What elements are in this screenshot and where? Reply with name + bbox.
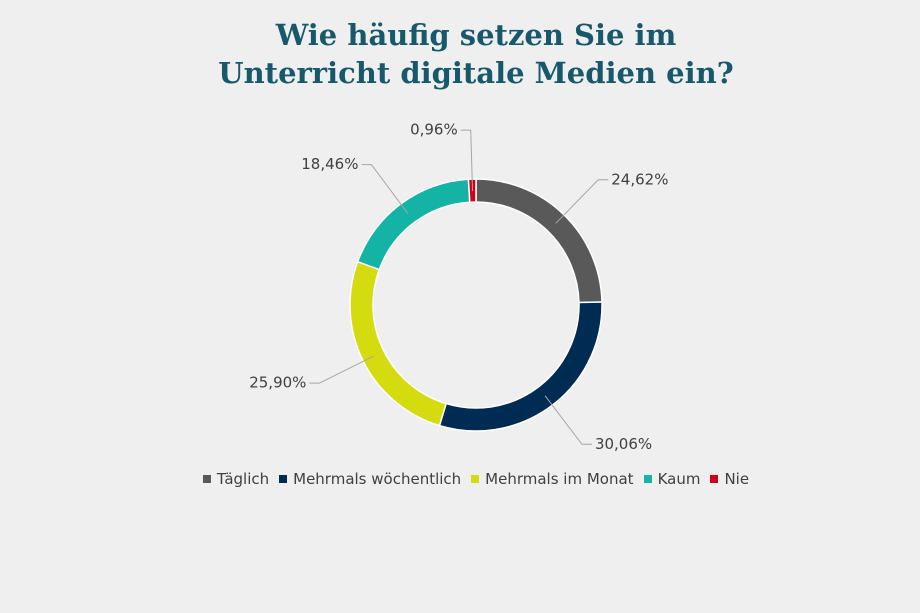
donut-segment bbox=[349, 260, 448, 427]
leader-line bbox=[544, 395, 592, 445]
data-label: 25,90% bbox=[249, 374, 306, 392]
legend-item: Kaum bbox=[643, 470, 701, 488]
data-label: 30,06% bbox=[595, 435, 652, 453]
leader-line bbox=[460, 129, 474, 192]
legend-item: Täglich bbox=[202, 470, 270, 488]
leader-line bbox=[555, 179, 609, 224]
leader-line bbox=[309, 355, 375, 384]
data-label: 24,62% bbox=[611, 170, 668, 188]
legend-item: Mehrmals im Monat bbox=[471, 470, 634, 488]
legend-swatch bbox=[202, 475, 211, 483]
leader-line bbox=[361, 164, 409, 214]
donut-segment bbox=[356, 178, 471, 271]
legend: Täglich Mehrmals wöchentlich Mehrmals im M… bbox=[0, 470, 920, 488]
legend-item: Nie bbox=[710, 470, 749, 488]
donut-segment bbox=[438, 301, 603, 432]
legend-label: Täglich bbox=[216, 470, 270, 488]
data-label: 0,96% bbox=[410, 121, 458, 139]
donut-segment bbox=[475, 178, 603, 304]
legend-swatch bbox=[471, 475, 480, 483]
legend-label: Kaum bbox=[657, 470, 701, 488]
chart-title: Wie häufig setzen Sie im Unterricht digi… bbox=[218, 18, 734, 90]
data-label: 18,46% bbox=[301, 155, 358, 173]
legend-label: Nie bbox=[724, 470, 750, 488]
legend-label: Mehrmals im Monat bbox=[485, 470, 634, 488]
legend-swatch bbox=[710, 475, 719, 483]
legend-item: Mehrmals wöchentlich bbox=[279, 470, 461, 488]
legend-swatch bbox=[279, 475, 288, 483]
legend-label: Mehrmals wöchentlich bbox=[293, 470, 462, 488]
legend-swatch bbox=[643, 475, 652, 483]
